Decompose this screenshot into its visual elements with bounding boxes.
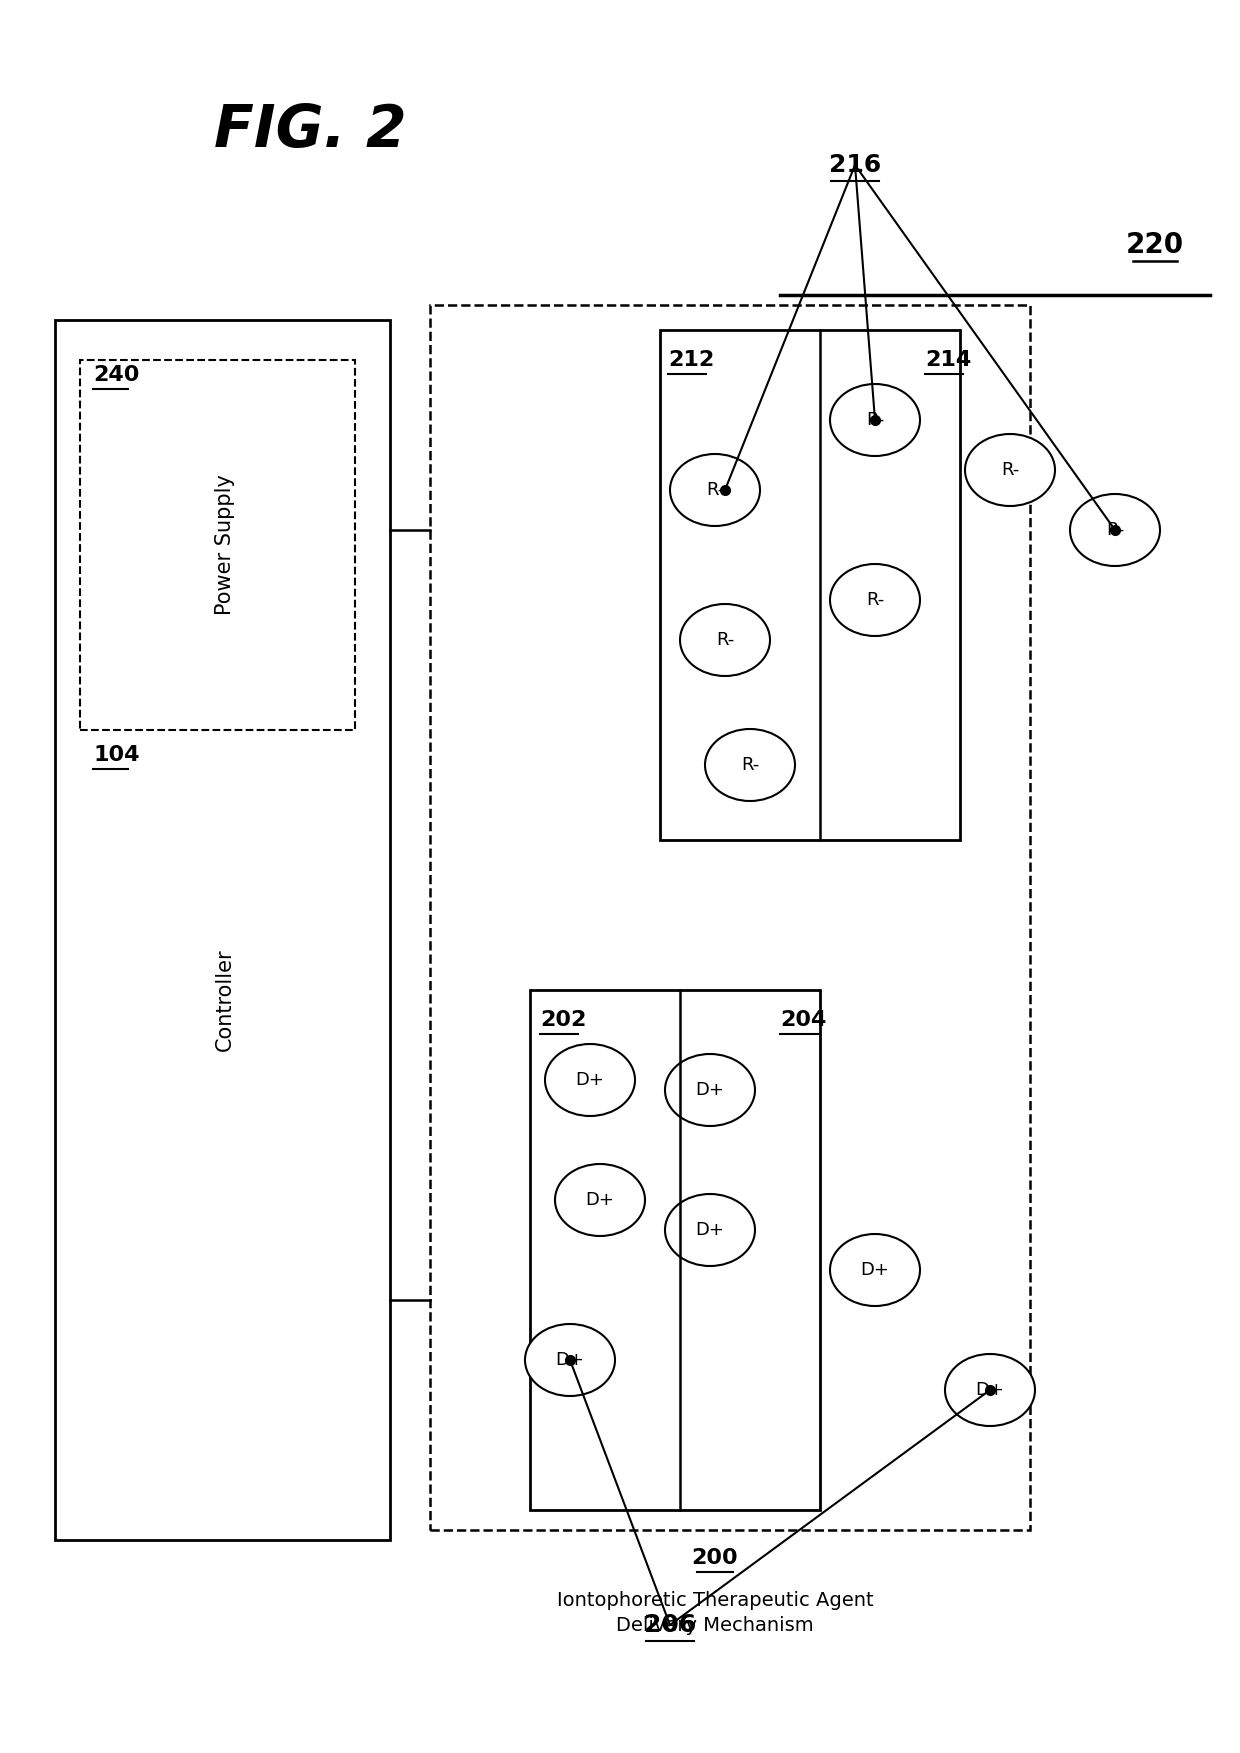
Text: D+: D+ bbox=[696, 1082, 724, 1099]
Text: 202: 202 bbox=[539, 1010, 587, 1031]
Text: D+: D+ bbox=[556, 1352, 584, 1369]
Text: R-: R- bbox=[706, 480, 724, 500]
Text: 240: 240 bbox=[93, 365, 139, 386]
Ellipse shape bbox=[965, 435, 1055, 507]
Bar bbox=[660, 330, 960, 840]
Ellipse shape bbox=[556, 1164, 645, 1236]
Text: 200: 200 bbox=[692, 1548, 738, 1567]
Ellipse shape bbox=[670, 454, 760, 526]
Text: D+: D+ bbox=[976, 1381, 1004, 1399]
Text: D+: D+ bbox=[861, 1260, 889, 1280]
Ellipse shape bbox=[680, 605, 770, 677]
Ellipse shape bbox=[665, 1054, 755, 1125]
Bar bbox=[529, 990, 820, 1509]
Ellipse shape bbox=[830, 1234, 920, 1306]
Ellipse shape bbox=[525, 1324, 615, 1395]
Ellipse shape bbox=[546, 1045, 635, 1117]
Ellipse shape bbox=[665, 1194, 755, 1266]
Text: R-: R- bbox=[866, 591, 884, 608]
Text: 220: 220 bbox=[1126, 231, 1184, 259]
Text: 214: 214 bbox=[925, 351, 971, 370]
Text: Power Supply: Power Supply bbox=[215, 475, 236, 615]
Ellipse shape bbox=[706, 729, 795, 801]
Text: R-: R- bbox=[1001, 461, 1019, 479]
Ellipse shape bbox=[945, 1353, 1035, 1425]
Text: R-: R- bbox=[866, 410, 884, 429]
Text: 212: 212 bbox=[668, 351, 714, 370]
Ellipse shape bbox=[830, 564, 920, 636]
Bar bbox=[55, 321, 391, 1539]
Text: Controller: Controller bbox=[215, 948, 236, 1052]
Text: 104: 104 bbox=[93, 745, 139, 764]
Bar bbox=[81, 359, 355, 729]
Text: 216: 216 bbox=[828, 153, 882, 177]
Text: D+: D+ bbox=[696, 1222, 724, 1239]
Text: R-: R- bbox=[1106, 521, 1125, 538]
Ellipse shape bbox=[830, 384, 920, 456]
Text: D+: D+ bbox=[585, 1190, 615, 1210]
Text: 204: 204 bbox=[780, 1010, 826, 1031]
Text: Iontophoretic Therapeutic Agent
Delivery Mechanism: Iontophoretic Therapeutic Agent Delivery… bbox=[557, 1592, 873, 1636]
Text: FIG. 2: FIG. 2 bbox=[213, 102, 407, 158]
Text: R-: R- bbox=[715, 631, 734, 649]
Ellipse shape bbox=[1070, 494, 1159, 566]
Text: 206: 206 bbox=[644, 1613, 696, 1637]
Text: D+: D+ bbox=[575, 1071, 604, 1089]
Text: R-: R- bbox=[740, 756, 759, 775]
Bar bbox=[430, 305, 1030, 1530]
